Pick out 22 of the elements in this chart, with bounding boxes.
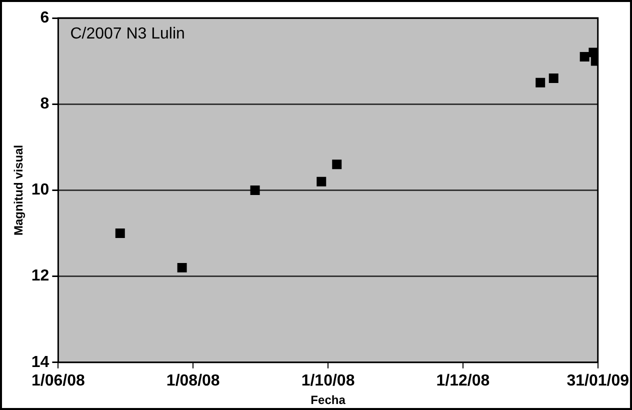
point — [332, 160, 342, 170]
point — [250, 185, 260, 195]
point — [580, 52, 590, 62]
point — [588, 48, 598, 58]
x-tick-label: 1/12/08 — [436, 372, 490, 390]
point — [536, 78, 546, 88]
point — [177, 262, 187, 272]
y-tick-label: 14 — [31, 354, 50, 371]
x-tick-label: 1/10/08 — [301, 372, 355, 390]
x-tick-label: 31/01/09 — [566, 372, 630, 390]
point — [316, 176, 326, 186]
y-axis-title: Magnitud visual — [12, 144, 26, 236]
x-axis-title: Fecha — [310, 393, 346, 408]
point — [115, 228, 125, 238]
y-tick-label: 8 — [40, 96, 50, 113]
x-tick-label: 1/08/08 — [166, 372, 220, 390]
y-tick-label: 6 — [40, 9, 50, 26]
chart-title: C/2007 N3 Lulin — [70, 25, 185, 42]
y-tick-label: 10 — [31, 182, 50, 199]
point — [548, 74, 558, 84]
x-tick-label: 1/06/08 — [32, 372, 85, 390]
y-tick-label: 12 — [31, 268, 50, 285]
